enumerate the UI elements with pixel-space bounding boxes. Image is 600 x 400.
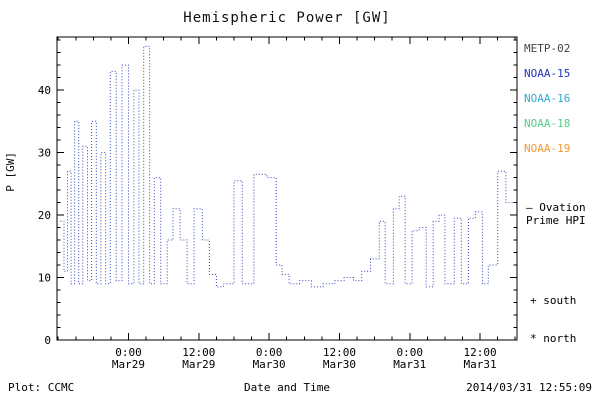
- y-tick-label: 0: [44, 334, 51, 347]
- y-tick-label: 30: [38, 147, 51, 160]
- plot-box: [56, 36, 518, 341]
- x-tick-time: 0:00: [115, 346, 142, 359]
- legend-item-noaa-16: NOAA-16: [524, 92, 571, 105]
- x-tick-date: Mar31: [464, 358, 497, 371]
- x-tick-date: Mar29: [112, 358, 145, 371]
- x-tick-time: 12:00: [323, 346, 356, 359]
- north-marker-label: * north: [530, 332, 577, 345]
- x-tick-time: 12:00: [182, 346, 215, 359]
- chart-title: Hemispheric Power [GW]: [183, 10, 391, 26]
- y-tick-label: 20: [38, 209, 51, 222]
- south-marker-label: + south: [530, 294, 577, 307]
- ovation-prime-hpi-label: — Ovation Prime HPI: [526, 201, 586, 227]
- x-tick-time: 12:00: [464, 346, 497, 359]
- plot-credit: Plot: CCMC: [8, 381, 75, 394]
- x-axis-label: Date and Time: [243, 381, 331, 394]
- legend-item-noaa-18: NOAA-18: [524, 117, 571, 130]
- x-tick-date: Mar30: [323, 358, 356, 371]
- x-tick-time: 0:00: [397, 346, 424, 359]
- hpi-step-line: [60, 45, 517, 288]
- legend-item-metp-02: METP-02: [524, 42, 571, 55]
- legend-item-noaa-15: NOAA-15: [524, 67, 571, 80]
- ovation-line-sample: — Ovation: [526, 201, 586, 214]
- legend-item-noaa-19: NOAA-19: [524, 142, 571, 155]
- x-tick-date: Mar30: [253, 358, 286, 371]
- timestamp: 2014/03/31 12:55:09: [466, 381, 592, 394]
- ovation-label-line2: Prime HPI: [526, 214, 586, 227]
- y-tick-label: 40: [38, 84, 51, 97]
- x-tick-time: 0:00: [256, 346, 283, 359]
- x-tick-date: Mar29: [182, 358, 215, 371]
- y-tick-label: 10: [38, 272, 51, 285]
- satellite-legend: METP-02 NOAA-15 NOAA-16 NOAA-18 NOAA-19: [524, 42, 570, 167]
- x-tick-date: Mar31: [393, 358, 426, 371]
